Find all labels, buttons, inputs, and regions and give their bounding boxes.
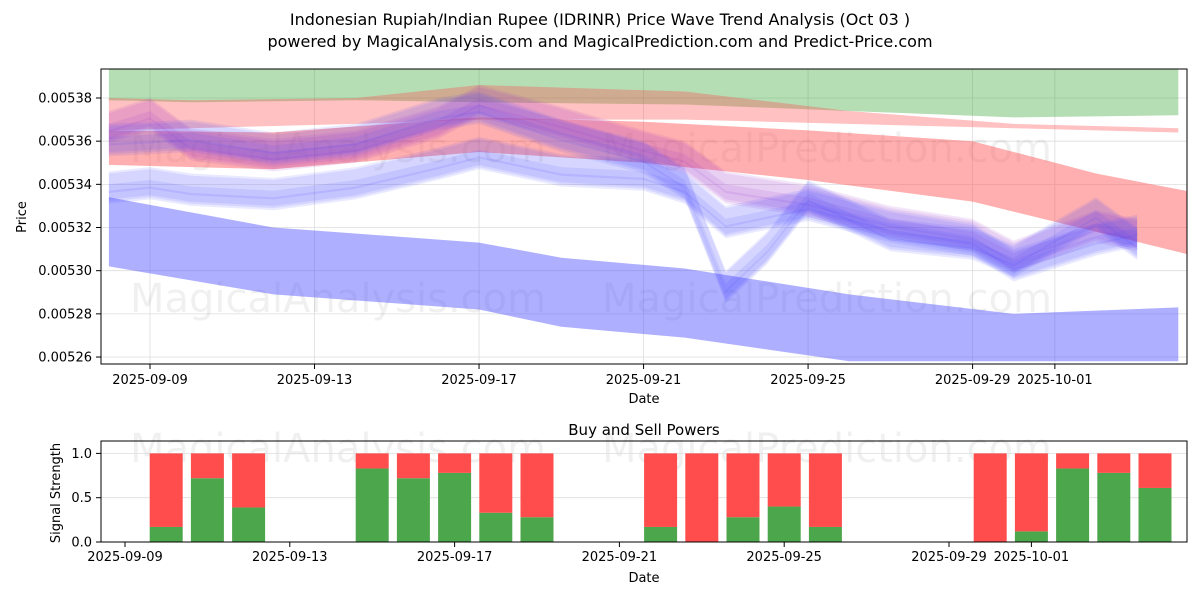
main-grid — [101, 69, 1187, 364]
green-band — [108, 69, 1179, 118]
buy-bar — [355, 468, 389, 542]
x-tick-label: 2025-09-25 — [770, 373, 846, 388]
x-tick-label: 2025-09-13 — [277, 373, 353, 388]
wave-a — [108, 87, 1138, 269]
sell-bar — [1097, 453, 1131, 473]
y-tick-label: 0.00528 — [38, 307, 92, 322]
buy-bar — [1138, 487, 1172, 542]
wave-a — [108, 85, 1138, 262]
buy-bar — [644, 526, 678, 542]
x-tick-label: 2025-09-09 — [87, 550, 163, 565]
watermark-text: MagicalAnalysis.com — [130, 126, 546, 172]
buy-bar — [767, 506, 801, 542]
buy-bar — [438, 472, 472, 542]
buy-bar — [808, 526, 842, 542]
sell-bar — [644, 453, 678, 527]
wave-b — [108, 156, 1138, 282]
y-tick-label: 0.0 — [71, 536, 92, 551]
wave-b — [108, 139, 1138, 278]
sell-bar — [149, 453, 183, 527]
wave-c — [108, 93, 1138, 299]
buy-bar — [190, 478, 224, 542]
y-tick-label: 0.00534 — [38, 178, 92, 193]
bar-axes-frame — [100, 440, 1188, 543]
y-tick-label: 0.00532 — [38, 221, 92, 236]
buy-bar — [1097, 472, 1131, 542]
sell-bar — [726, 453, 760, 518]
bar-x-axis: 2025-09-09 2025-09-13 2025-09-17 2025-09-21… — [87, 542, 1069, 565]
x-tick-label: 2025-09-25 — [746, 550, 822, 565]
sell-bar — [973, 453, 1007, 542]
red-band-upper — [108, 85, 1179, 133]
price-bands — [108, 69, 1187, 362]
buy-bar — [232, 507, 266, 542]
bars — [149, 453, 1172, 542]
sell-bar — [1138, 453, 1172, 488]
buy-bar — [520, 517, 554, 542]
sell-bar — [767, 453, 801, 507]
buy-bar — [1014, 531, 1048, 542]
y-tick-label: 1.0 — [71, 447, 92, 462]
x-tick-label: 2025-09-21 — [606, 373, 682, 388]
sell-bar — [1014, 453, 1048, 532]
y-tick-label: 0.00526 — [38, 351, 92, 366]
bar-y-label: Signal Strength — [49, 443, 64, 543]
x-tick-label: 2025-09-09 — [112, 373, 188, 388]
buy-bar — [396, 478, 430, 542]
sell-bar — [479, 453, 513, 513]
buy-bar — [1056, 468, 1090, 542]
wave-a — [108, 98, 1138, 271]
x-tick-label: 2025-09-17 — [417, 550, 493, 565]
main-watermarks: MagicalAnalysis.com MagicalPrediction.co… — [130, 126, 1052, 322]
sell-bar — [438, 453, 472, 473]
sell-bar — [808, 453, 842, 527]
chart-subtitle: powered by MagicalAnalysis.com and Magic… — [267, 32, 933, 51]
x-tick-label: 2025-09-13 — [252, 550, 328, 565]
main-x-axis: 2025-09-09 2025-09-13 2025-09-17 2025-09-21… — [112, 364, 1093, 388]
wave-bands — [108, 85, 1138, 304]
buy-bar — [149, 526, 183, 542]
sell-bar — [190, 453, 224, 479]
wave-c — [108, 91, 1138, 293]
watermark-text: MagicalAnalysis.com — [130, 276, 546, 322]
buy-bar — [479, 512, 513, 542]
sell-bar — [520, 453, 554, 518]
x-tick-label: 2025-09-29 — [911, 550, 987, 565]
x-tick-label: 2025-10-01 — [994, 550, 1070, 565]
main-y-label: Price — [15, 201, 30, 233]
wave-b — [108, 149, 1138, 280]
bar-x-label: Date — [628, 571, 659, 586]
red-band-trend — [108, 117, 1187, 255]
bar-y-axis: 0.0 0.5 1.0 — [71, 447, 101, 551]
sell-bar — [232, 453, 266, 508]
y-tick-label: 0.5 — [71, 491, 92, 506]
y-tick-label: 0.00530 — [38, 264, 92, 279]
main-x-label: Date — [628, 392, 659, 407]
watermark-text: MagicalPrediction.com — [602, 276, 1052, 322]
blue-band-lower — [108, 197, 1179, 362]
x-tick-label: 2025-10-01 — [1017, 373, 1093, 388]
y-tick-label: 0.00536 — [38, 135, 92, 150]
x-tick-label: 2025-09-21 — [582, 550, 658, 565]
sell-bar — [396, 453, 430, 479]
sell-bar — [685, 453, 719, 542]
main-y-axis: 0.00526 0.00528 0.00530 0.00532 0.00534 0.005… — [38, 92, 101, 366]
wave-a — [108, 104, 1138, 273]
wave-b — [108, 136, 1138, 271]
y-tick-label: 0.00538 — [38, 92, 92, 107]
chart-title: Indonesian Rupiah/Indian Rupee (IDRINR) … — [289, 10, 911, 29]
watermark-text: MagicalPrediction.com — [602, 126, 1052, 172]
sell-bar — [355, 453, 389, 469]
x-tick-label: 2025-09-29 — [935, 373, 1011, 388]
buy-bar — [726, 517, 760, 542]
x-tick-label: 2025-09-17 — [441, 373, 517, 388]
bar-chart-title: Buy and Sell Powers — [568, 421, 720, 439]
sell-bar — [1056, 453, 1090, 469]
